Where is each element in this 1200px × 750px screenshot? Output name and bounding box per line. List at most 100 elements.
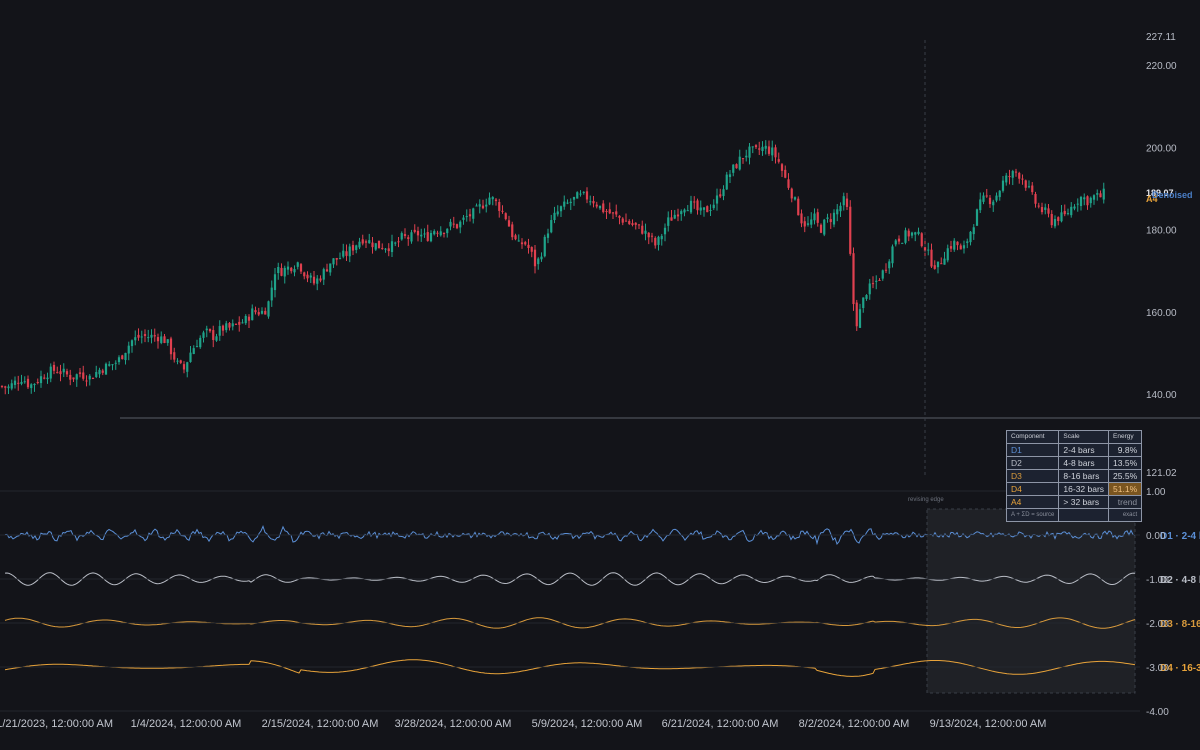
- candle-body: [995, 195, 998, 201]
- candle-body: [238, 321, 241, 325]
- component-cell: D3: [1005, 469, 1060, 483]
- candle-body: [17, 382, 20, 384]
- candle-body: [592, 201, 595, 204]
- energy-table-header: Component Scale Energy: [1005, 430, 1143, 444]
- candle-body: [52, 364, 56, 371]
- candle-body: [455, 224, 459, 229]
- candle-body: [397, 241, 400, 243]
- candle-body: [78, 372, 82, 374]
- candle-body: [280, 267, 283, 276]
- candle-body: [611, 212, 615, 214]
- candle-body: [433, 231, 436, 235]
- candle-body: [949, 246, 953, 249]
- candle-body: [82, 372, 85, 379]
- candle-body: [286, 266, 290, 270]
- energy-cell: 9.8%: [1108, 443, 1143, 457]
- candle-body: [390, 241, 394, 253]
- candle-body: [371, 242, 374, 248]
- candle-body: [1005, 175, 1008, 183]
- time-tick-label: 8/2/2024, 12:00:00 AM: [799, 718, 910, 730]
- candle-body: [975, 209, 979, 226]
- candle-body: [689, 200, 693, 213]
- candle-body: [303, 272, 306, 277]
- candle-body: [514, 235, 517, 240]
- candle-body: [741, 158, 745, 160]
- candle-body: [907, 230, 910, 237]
- candle-body: [504, 213, 507, 220]
- candle-body: [537, 258, 540, 265]
- candle-body: [387, 248, 390, 252]
- price-tick-label: 227.11: [1146, 32, 1176, 43]
- energy-table: Component Scale Energy D1 2-4 bars 9.8% D2 4…: [1005, 430, 1143, 522]
- price-pane: [0, 140, 1105, 395]
- value-tick-label: -2.00: [1146, 619, 1169, 630]
- candle-body: [485, 204, 488, 207]
- candle-body: [228, 322, 231, 328]
- candle-body: [543, 236, 546, 257]
- scale-cell: 8-16 bars: [1058, 469, 1110, 483]
- candle-body: [267, 301, 270, 317]
- candle-body: [1066, 213, 1070, 215]
- candle-body: [530, 247, 533, 252]
- candle-body: [374, 243, 377, 250]
- candle-body: [498, 202, 501, 211]
- candle-body: [150, 334, 153, 338]
- candle-body: [806, 223, 810, 225]
- candle-body: [992, 201, 995, 206]
- candle-body: [517, 240, 520, 242]
- candle-body: [569, 201, 572, 204]
- energy-row: A4 > 32 bars trend: [1005, 495, 1143, 509]
- candle-body: [436, 232, 439, 234]
- candle-body: [4, 386, 7, 388]
- energy-row: D2 4-8 bars 13.5%: [1005, 456, 1143, 470]
- candle-body: [589, 201, 592, 203]
- candle-body: [7, 386, 10, 389]
- candle-body: [309, 275, 312, 278]
- candle-body: [299, 264, 303, 272]
- candle-body: [1099, 193, 1102, 198]
- candle-body: [842, 196, 845, 206]
- candle-body: [553, 212, 556, 220]
- candle-body: [777, 159, 780, 162]
- candle-body: [914, 232, 917, 235]
- candle-body: [738, 156, 741, 170]
- candle-body: [442, 232, 446, 234]
- candle-body: [962, 245, 966, 249]
- candle-body: [176, 360, 179, 362]
- candle-body: [862, 297, 865, 309]
- candle-body: [296, 262, 299, 267]
- energy-cell: 13.5%: [1108, 456, 1143, 470]
- candle-body: [192, 348, 195, 354]
- candle-body: [478, 204, 481, 207]
- candle-body: [725, 174, 728, 190]
- candle-body: [91, 378, 95, 380]
- candle-body: [234, 323, 238, 325]
- candle-body: [826, 217, 829, 219]
- candle-body: [33, 383, 36, 386]
- candle-body: [260, 310, 264, 314]
- a4-tag: A4: [1146, 194, 1158, 204]
- footer-formula: A + ΣD = source: [1005, 508, 1060, 522]
- candle-body: [400, 233, 403, 240]
- candle-body: [784, 169, 787, 178]
- candle-body: [26, 378, 30, 388]
- candle-body: [696, 200, 699, 211]
- candle-body: [699, 207, 702, 211]
- candle-body: [212, 330, 215, 340]
- candle-body: [803, 221, 806, 227]
- candle-body: [319, 278, 322, 281]
- candle-body: [572, 196, 576, 200]
- candle-body: [966, 241, 969, 243]
- candle-body: [195, 346, 199, 348]
- price-tick-label: 121.02: [1146, 468, 1177, 479]
- candle-body: [241, 322, 244, 324]
- candle-body: [933, 265, 936, 269]
- candle-body: [134, 337, 137, 341]
- value-tick-label: 0.00: [1146, 531, 1166, 542]
- candle-body: [917, 231, 920, 234]
- energy-cell: trend: [1108, 495, 1143, 509]
- candle-body: [615, 211, 618, 215]
- candle-body: [368, 240, 371, 244]
- candle-body: [836, 209, 839, 215]
- candle-body: [787, 179, 790, 188]
